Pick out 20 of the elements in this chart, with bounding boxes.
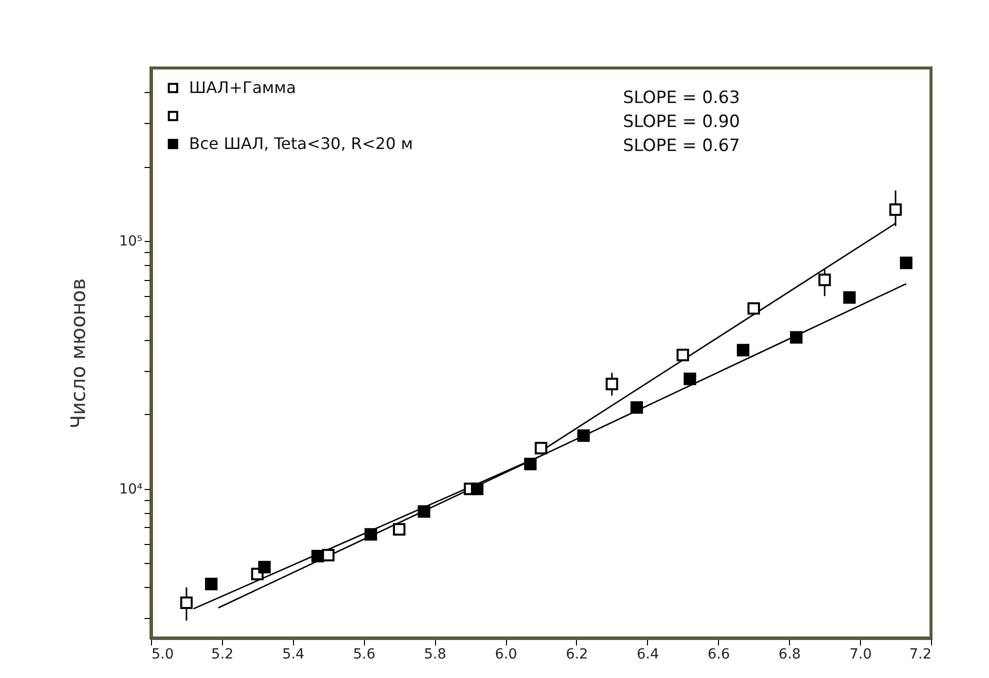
y-axis-title: Число мюонов (66, 278, 90, 429)
annotation: SLOPE = 0.67 (623, 136, 740, 156)
x-tick-label: 5.4 (282, 646, 305, 662)
legend-label: ШАЛ+Гамма (189, 78, 296, 97)
y-tick-label: 10⁵ (119, 234, 142, 250)
x-tick-label: 5.6 (353, 646, 376, 662)
x-tick-label: 7.0 (849, 646, 872, 662)
x-tick-label: 6.8 (778, 646, 801, 662)
annotation: SLOPE = 0.90 (623, 112, 740, 132)
x-tick-label: 5.8 (424, 646, 446, 662)
x-tick-label: 6.0 (494, 646, 518, 662)
annotation: SLOPE = 0.63 (623, 88, 740, 108)
legend-label: Все ШАЛ, Teta<30, R<20 м (189, 134, 413, 153)
x-tick-label: 5.2 (211, 646, 234, 662)
x-tick-label: 7.2 (909, 646, 932, 662)
x-tick-label: 5.0 (152, 646, 174, 662)
x-tick-label: 6.4 (636, 646, 660, 662)
x-tick-label: 6.6 (708, 646, 730, 662)
x-tick-label: 6.2 (566, 646, 588, 662)
y-tick-label: 10⁴ (119, 481, 143, 498)
